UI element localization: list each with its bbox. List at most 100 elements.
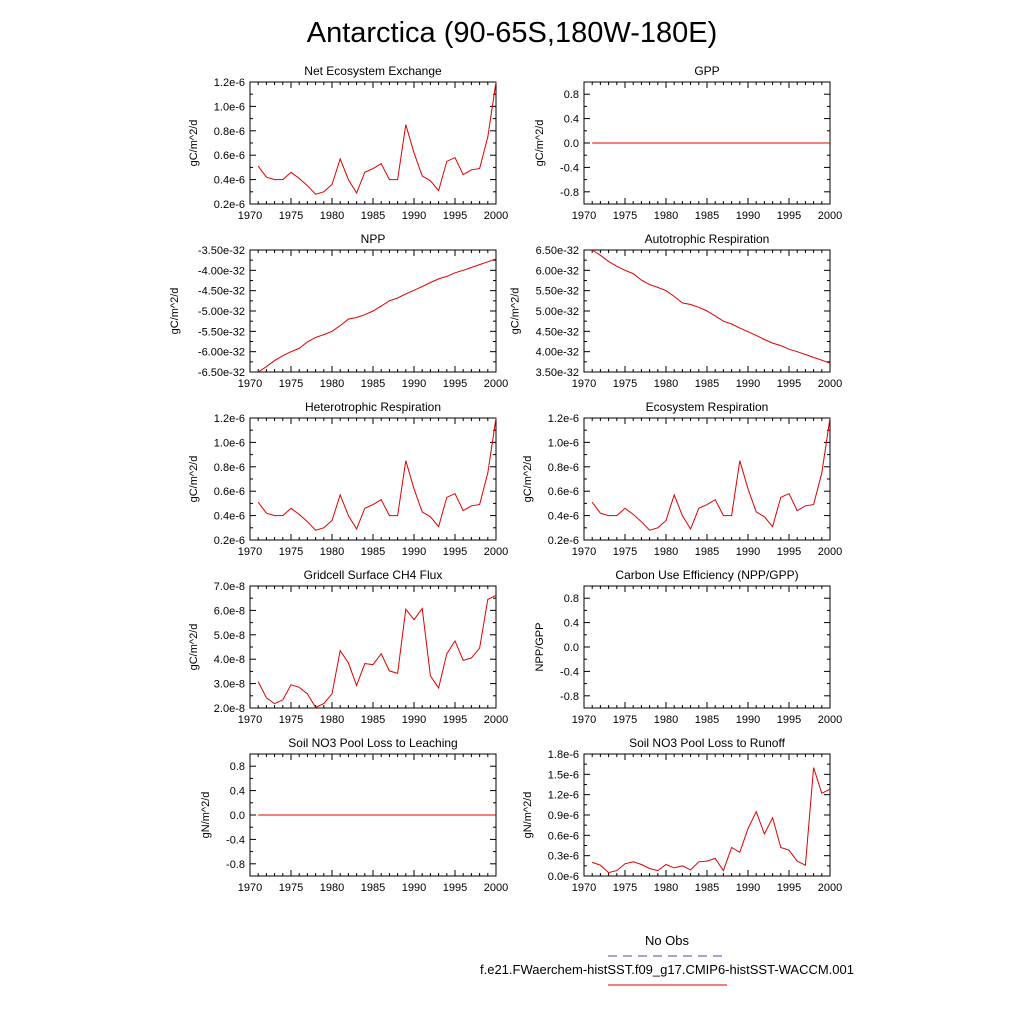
x-tick-label: 1995 [777, 714, 801, 726]
x-tick-label: 1995 [443, 882, 467, 894]
y-tick-label: 0.8 [230, 761, 245, 773]
x-tick-label: 1990 [402, 546, 426, 558]
y-tick-label: 0.2e-6 [214, 535, 245, 547]
panel-title-carbon-use-efficiency-npp-gpp: Carbon Use Efficiency (NPP/GPP) [615, 568, 798, 582]
y-axis-label: gN/m^2/d [522, 792, 534, 839]
panel-title-autotrophic-respiration: Autotrophic Respiration [645, 232, 770, 246]
x-tick-label: 2000 [818, 546, 842, 558]
x-tick-label: 1975 [279, 210, 303, 222]
x-tick-label: 1980 [320, 882, 344, 894]
x-tick-label: 2000 [484, 378, 508, 390]
y-tick-label: 1.2e-6 [548, 413, 579, 425]
x-tick-label: 1985 [361, 378, 385, 390]
y-tick-label: 0.8e-6 [214, 126, 245, 138]
y-tick-label: 0.4 [564, 114, 579, 126]
x-tick-label: 1980 [654, 378, 678, 390]
y-tick-label: 0.8e-6 [548, 462, 579, 474]
x-tick-label: 1990 [402, 714, 426, 726]
x-tick-label: 1975 [613, 546, 637, 558]
panel-title-gridcell-surface-ch4-flux: Gridcell Surface CH4 Flux [304, 568, 443, 582]
y-tick-label: 1.0e-6 [548, 437, 579, 449]
series-line-ecosystem-respiration [591, 417, 831, 531]
legend: No Obs f.e21.FWaerchem-histSST.f09_g17.C… [480, 933, 854, 986]
plot-frame [583, 753, 831, 877]
x-tick-label: 1975 [279, 546, 303, 558]
panel-ecosystem-respiration: Ecosystem Respiration 1970 1975 1980 1985 199… [522, 400, 842, 558]
x-tick-label: 2000 [484, 210, 508, 222]
x-tick-label: 1980 [320, 378, 344, 390]
y-axis-label: gC/m^2/d [522, 456, 534, 503]
x-tick-label: 1990 [402, 210, 426, 222]
x-tick-label: 1985 [695, 378, 719, 390]
x-tick-label: 1985 [695, 546, 719, 558]
series-line-net-ecosystem-exchange [257, 81, 497, 195]
y-tick-label: -6.00e-32 [198, 347, 245, 359]
panel-soil-no3-pool-loss-to-runoff: Soil NO3 Pool Loss to Runoff 1970 1975 1980… [522, 736, 842, 894]
x-tick-label: 1990 [736, 546, 760, 558]
panel-heterotrophic-respiration: Heterotrophic Respiration 1970 1975 1980 198… [188, 400, 508, 558]
y-tick-label: -0.4 [226, 834, 245, 846]
panel-autotrophic-respiration: Autotrophic Respiration 1970 1975 1980 1985 1… [509, 232, 842, 390]
y-tick-label: -6.50e-32 [198, 367, 245, 379]
y-tick-label: 7.0e-8 [214, 581, 245, 593]
y-tick-label: -4.50e-32 [198, 286, 245, 298]
y-tick-label: 4.0e-8 [214, 654, 245, 666]
x-tick-label: 1985 [695, 882, 719, 894]
y-tick-label: 5.0e-8 [214, 630, 245, 642]
panel-gpp: GPP 1970 1975 1980 1985 1990 1995 2000 -0.8 -0.4 0… [534, 64, 842, 222]
series-line-heterotrophic-respiration [257, 417, 497, 531]
x-tick-label: 1970 [238, 546, 262, 558]
y-axis-label: gC/m^2/d [169, 288, 181, 335]
y-tick-label: 0.6e-6 [548, 830, 579, 842]
y-tick-label: 1.2e-6 [214, 413, 245, 425]
y-tick-label: -0.8 [560, 187, 579, 199]
y-tick-label: 1.2e-6 [548, 790, 579, 802]
panel-soil-no3-pool-loss-to-leaching: Soil NO3 Pool Loss to Leaching 1970 1975 19… [200, 736, 508, 894]
x-tick-label: 1970 [572, 210, 596, 222]
y-tick-label: 0.4 [564, 618, 579, 630]
x-tick-label: 1995 [443, 210, 467, 222]
x-tick-label: 1995 [777, 546, 801, 558]
y-tick-label: 0.2e-6 [548, 535, 579, 547]
x-tick-label: 1985 [695, 714, 719, 726]
y-tick-label: 6.0e-8 [214, 605, 245, 617]
y-tick-label: 3.0e-8 [214, 679, 245, 691]
y-tick-label: 3.50e-32 [536, 367, 579, 379]
y-tick-label: 0.6e-6 [548, 486, 579, 498]
x-tick-label: 1990 [736, 210, 760, 222]
x-tick-label: 1995 [777, 882, 801, 894]
x-tick-label: 1985 [695, 210, 719, 222]
x-tick-label: 1970 [572, 378, 596, 390]
y-tick-label: 5.00e-32 [536, 306, 579, 318]
x-tick-label: 1975 [613, 378, 637, 390]
plot-frame [249, 81, 497, 205]
x-tick-label: 1990 [736, 378, 760, 390]
y-tick-label: -5.50e-32 [198, 326, 245, 338]
y-axis-label: gN/m^2/d [200, 792, 212, 839]
y-tick-label: 6.00e-32 [536, 265, 579, 277]
series-line-npp [257, 258, 497, 373]
x-tick-label: 2000 [818, 714, 842, 726]
panel-title-ecosystem-respiration: Ecosystem Respiration [646, 400, 769, 414]
y-axis-label: gC/m^2/d [509, 288, 521, 335]
x-tick-label: 1975 [613, 714, 637, 726]
x-tick-label: 1970 [238, 882, 262, 894]
x-tick-label: 1980 [320, 546, 344, 558]
x-tick-label: 1970 [238, 714, 262, 726]
panel-title-npp: NPP [361, 232, 386, 246]
y-tick-label: 0.9e-6 [548, 810, 579, 822]
x-tick-label: 2000 [818, 882, 842, 894]
y-axis-label: gC/m^2/d [188, 624, 200, 671]
y-tick-label: 0.4e-6 [214, 511, 245, 523]
y-tick-label: 4.50e-32 [536, 326, 579, 338]
panel-npp: NPP 1970 1975 1980 1985 1990 1995 2000 -6.50e-32… [169, 232, 508, 390]
y-tick-label: 0.0e-6 [548, 871, 579, 883]
x-tick-label: 1990 [402, 882, 426, 894]
series-line-soil-no3-pool-loss-to-runoff [592, 767, 831, 874]
y-tick-label: 1.5e-6 [548, 769, 579, 781]
y-tick-label: -0.4 [560, 162, 579, 174]
y-tick-label: 1.0e-6 [214, 101, 245, 113]
y-axis-label: NPP/GPP [534, 623, 546, 672]
x-tick-label: 1975 [613, 210, 637, 222]
